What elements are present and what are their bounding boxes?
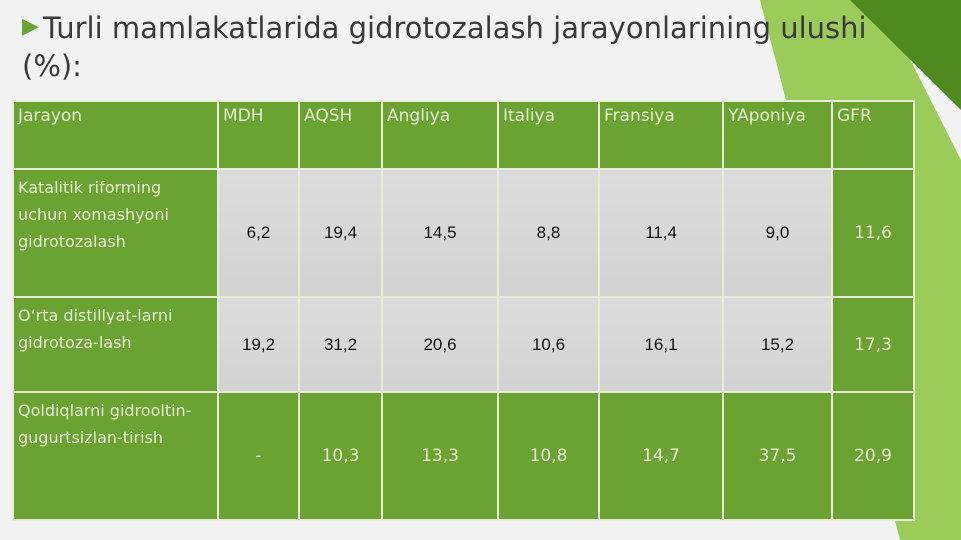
value-cell: 37,5 xyxy=(722,391,833,521)
value-cell: 16,1 xyxy=(598,296,724,393)
value-cell: 9,0 xyxy=(722,168,833,298)
row-label: Qoldiqlarni gidrooltin-gugurtsizlan-tiri… xyxy=(12,391,219,521)
header-cell: Angliya xyxy=(381,100,499,170)
table-row: O‘rta distillyat-larni gidrotoza-lash 19,… xyxy=(12,296,915,393)
header-cell: Italiya xyxy=(497,100,600,170)
slide-title: ▶ Turli mamlakatlarida gidrotozalash jara… xyxy=(22,11,867,83)
value-cell: 20,6 xyxy=(381,296,499,393)
value-cell: 11,4 xyxy=(598,168,724,298)
header-cell: GFR xyxy=(831,100,915,170)
header-cell: MDH xyxy=(217,100,300,170)
value-cell: 8,8 xyxy=(497,168,600,298)
value-cell: 19,2 xyxy=(217,296,300,393)
value-cell: 14,5 xyxy=(381,168,499,298)
value-cell: 10,8 xyxy=(497,391,600,521)
value-cell: - xyxy=(217,391,300,521)
value-cell: 20,9 xyxy=(831,391,915,521)
value-cell: 14,7 xyxy=(598,391,724,521)
value-cell: 15,2 xyxy=(722,296,833,393)
table-row: Katalitik riforming uchun xomashyoni gid… xyxy=(12,168,915,298)
value-cell: 6,2 xyxy=(217,168,300,298)
value-cell: 10,3 xyxy=(298,391,383,521)
header-cell: AQSH xyxy=(298,100,383,170)
row-label: O‘rta distillyat-larni gidrotoza-lash xyxy=(12,296,219,393)
value-cell: 17,3 xyxy=(831,296,915,393)
table-row: Qoldiqlarni gidrooltin-gugurtsizlan-tiri… xyxy=(12,391,915,521)
row-label: Katalitik riforming uchun xomashyoni gid… xyxy=(12,168,219,298)
data-table: Jarayon MDH AQSH Angliya Italiya Fransiya YApo… xyxy=(12,100,915,521)
value-cell: 13,3 xyxy=(381,391,499,521)
header-cell: YAponiya xyxy=(722,100,833,170)
value-cell: 19,4 xyxy=(298,168,383,298)
header-cell: Jarayon xyxy=(12,100,219,170)
header-cell: Fransiya xyxy=(598,100,724,170)
title-text: Turli mamlakatlarida gidrotozalash jaray… xyxy=(22,11,867,83)
value-cell: 11,6 xyxy=(831,168,915,298)
header-row: Jarayon MDH AQSH Angliya Italiya Fransiya YApo… xyxy=(12,100,915,170)
value-cell: 31,2 xyxy=(298,296,383,393)
value-cell: 10,6 xyxy=(497,296,600,393)
